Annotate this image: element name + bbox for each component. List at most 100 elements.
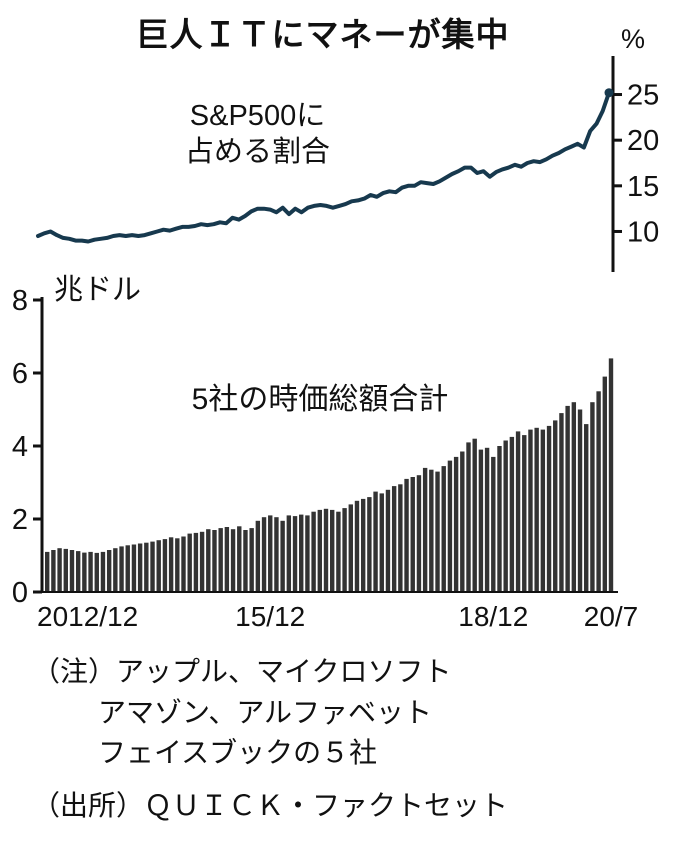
bar (466, 442, 471, 592)
bar (590, 402, 595, 592)
bar (559, 413, 564, 592)
source-line: （出所）ＱＵＩＣＫ・ファクトセット (32, 786, 508, 827)
bar (162, 539, 168, 592)
bar (249, 528, 254, 592)
line-chart-annotation-line2: 占める割合 (184, 136, 330, 169)
bar (45, 551, 50, 592)
bar (230, 529, 236, 592)
bar (119, 546, 124, 592)
bar (206, 529, 211, 592)
bar-chart-x-tick-label: 20/7 (584, 601, 639, 632)
bar (441, 466, 446, 592)
bar (385, 489, 391, 592)
bar (57, 548, 62, 592)
bar (106, 550, 112, 592)
bar (360, 498, 366, 592)
bar (274, 517, 279, 592)
line-chart: 10 15 20 25 (36, 56, 659, 272)
bar (577, 409, 583, 592)
bar (565, 405, 570, 592)
bar (218, 528, 223, 592)
source-label: （出所） (32, 789, 145, 821)
bar (125, 545, 130, 592)
bar (528, 429, 533, 592)
bar-chart-y-tick-label: 2 (12, 504, 28, 536)
bar-chart-y-tick-label: 6 (12, 358, 28, 390)
line-endpoint-marker (604, 88, 614, 98)
bar (286, 515, 292, 592)
bar (199, 531, 205, 592)
bar-chart: 0 2 4 6 8 2012/12 15/12 18/12 20/7 (12, 285, 638, 632)
bar-chart-y-tick-label: 0 (12, 577, 28, 609)
bar (100, 551, 106, 592)
line-chart-annotation: S&P500に 占める割合 (145, 98, 370, 171)
bar (181, 536, 186, 592)
bar (540, 429, 546, 592)
note-text-1: アップル、マイクロソフト (116, 656, 452, 687)
bar (292, 516, 298, 592)
line-chart-y-tick-label: 20 (627, 125, 659, 157)
bar (299, 514, 304, 592)
bar (491, 456, 496, 592)
bar (391, 486, 397, 592)
bar (478, 449, 484, 592)
bar (596, 391, 601, 593)
bar (88, 551, 93, 592)
bar (379, 493, 384, 592)
bar (311, 511, 316, 592)
bar-axis-unit-label: 兆ドル (54, 274, 142, 306)
bar (323, 508, 329, 592)
bar (497, 446, 502, 592)
bar (63, 548, 68, 592)
bar (113, 548, 118, 592)
note-line-1: （注）アップル、マイクロソフト (32, 652, 508, 693)
bar (330, 509, 335, 592)
bar-chart-x-tick-label: 15/12 (235, 601, 305, 632)
bar (447, 460, 453, 592)
note-label: （注） (32, 656, 117, 687)
bar (472, 438, 477, 592)
bar-chart-x-tick-label: 2012/12 (37, 601, 138, 632)
bar (608, 358, 614, 592)
bar (94, 552, 99, 592)
bar-chart-x-tick-label: 18/12 (458, 601, 528, 632)
bar (131, 544, 137, 592)
bar (212, 530, 217, 592)
bar (175, 538, 180, 592)
line-axis-unit-label: % (621, 24, 646, 54)
note-line-2: アマゾン、アルファベット (98, 696, 433, 728)
bar (137, 543, 143, 592)
bar (534, 427, 539, 593)
bar (348, 504, 353, 592)
bar (515, 431, 521, 592)
line-chart-annotation-line1: S&P500に (189, 100, 326, 132)
bar (503, 440, 508, 592)
bar (522, 435, 527, 592)
bar (243, 530, 248, 592)
bar (156, 540, 161, 592)
bar (546, 425, 552, 592)
bar (305, 515, 310, 592)
bar (460, 451, 465, 592)
bar (150, 541, 155, 592)
bar (373, 491, 378, 592)
bar (261, 517, 267, 592)
bar (453, 456, 459, 592)
bar (268, 515, 273, 592)
bar (602, 376, 608, 592)
bar (354, 500, 360, 593)
bar (435, 471, 440, 592)
bar (193, 532, 199, 592)
bar (584, 424, 589, 592)
bar (317, 509, 323, 592)
chart-title: 巨人ＩＴにマネーが集中 (135, 16, 510, 53)
bar (422, 467, 428, 592)
bar (82, 552, 87, 592)
bar-chart-y-tick-label: 8 (12, 285, 28, 317)
bar (187, 533, 192, 592)
bar (224, 527, 230, 592)
bar (416, 475, 422, 592)
line-chart-y-tick-label: 25 (627, 80, 659, 112)
